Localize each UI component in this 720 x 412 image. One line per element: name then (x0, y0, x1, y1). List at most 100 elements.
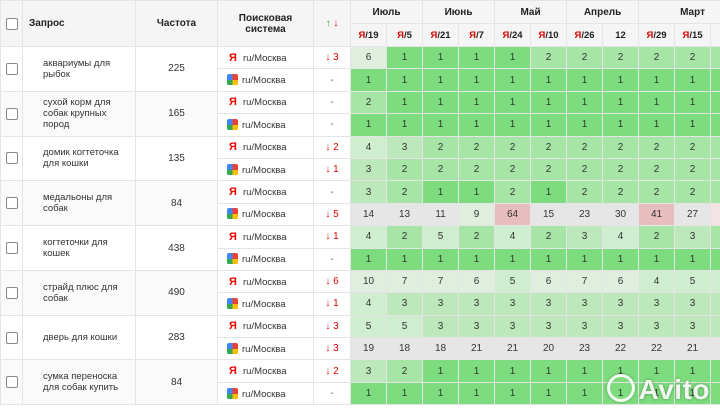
position-value: 2 (566, 157, 604, 182)
frequency-header[interactable]: Частота (135, 0, 218, 47)
update-date-header[interactable]: Я/7 (458, 23, 496, 47)
region-label: ru/Москва (243, 276, 287, 288)
region-label: ru/Москва (242, 254, 286, 266)
position-value: 6 (350, 45, 387, 70)
update-label: /5 (403, 29, 412, 41)
row-checkbox[interactable] (5, 152, 18, 165)
position-value: 1 (674, 359, 712, 383)
position-value: 2 (385, 225, 424, 249)
row-checkbox[interactable] (5, 286, 18, 299)
row-checkbox-cell (0, 135, 23, 182)
position-change: - (313, 381, 351, 406)
google-icon (227, 163, 238, 175)
row-checkbox[interactable] (5, 107, 18, 120)
position-value: 3 (422, 314, 460, 339)
query-cell: аквариумы для рыбок (22, 46, 136, 92)
position-value: 1 (458, 45, 496, 70)
position-value: 21 (494, 337, 532, 361)
position-value: 1 (566, 68, 604, 92)
position-value: 18 (422, 337, 460, 361)
position-value: 3 (566, 292, 604, 316)
update-engine-mark: Я (646, 29, 654, 41)
position-value: 1 (385, 45, 424, 70)
yandex-icon: Я (229, 186, 237, 199)
position-value: 1 (350, 113, 387, 137)
row-checkbox[interactable] (5, 62, 18, 75)
position-value: 2 (602, 180, 640, 204)
update-engine-mark: Я (538, 29, 546, 41)
position-value: 3 (638, 314, 676, 339)
position-value: 2 (458, 225, 496, 249)
position-value: 21 (674, 337, 712, 361)
position-value: 2 (638, 45, 676, 70)
position-value: 2 (385, 157, 424, 182)
region-label: ru/Москва (242, 343, 286, 355)
engine-header[interactable]: Поисковая система (217, 0, 314, 47)
position-value: 1 (530, 359, 568, 383)
frequency-cell: 165 (135, 90, 218, 137)
position-value: 1 (638, 113, 676, 137)
position-value: 41 (638, 202, 676, 227)
update-engine-mark: Я (682, 29, 690, 41)
update-date-header[interactable]: Я/19 (350, 23, 387, 47)
update-date-header[interactable]: Я/29 (638, 23, 676, 47)
update-date-header[interactable]: Я/1 (710, 23, 720, 47)
yandex-icon: Я (229, 365, 237, 378)
region-label: ru/Москва (242, 164, 286, 176)
update-date-header[interactable]: 12 (602, 23, 640, 47)
engine-cell: ru/Москва (217, 157, 314, 182)
avito-logo-icon (606, 374, 635, 402)
engine-cell: ru/Москва (217, 202, 314, 227)
select-all-checkbox[interactable] (5, 17, 18, 30)
update-date-header[interactable]: Я/10 (530, 23, 568, 47)
frequency-cell: 490 (135, 269, 218, 316)
position-value: 6 (530, 269, 568, 294)
update-date-header[interactable]: Я/24 (494, 23, 532, 47)
update-date-header[interactable]: Я/26 (566, 23, 604, 47)
position-value: 4 (638, 269, 676, 294)
position-value: 2 (566, 180, 604, 204)
position-value: 3 (458, 314, 496, 339)
row-checkbox[interactable] (5, 197, 18, 210)
position-value: 9 (458, 202, 496, 227)
position-value: 2 (602, 135, 640, 159)
update-date-header[interactable]: Я/15 (674, 23, 712, 47)
position-value: 1 (530, 180, 568, 204)
position-value: 6 (602, 269, 640, 294)
position-value: 1 (566, 90, 604, 115)
update-date-header[interactable]: Я/5 (385, 23, 424, 47)
position-value: 2 (494, 157, 532, 182)
position-value: 1 (458, 90, 496, 115)
month-header: Май (494, 0, 568, 24)
position-value: 1 (385, 90, 424, 115)
yandex-icon: Я (229, 96, 237, 109)
position-value: 1 (566, 113, 604, 137)
row-checkbox[interactable] (5, 242, 18, 255)
update-date-header[interactable]: Я/21 (422, 23, 460, 47)
position-value: 3 (350, 157, 387, 182)
region-label: ru/Москва (243, 321, 287, 333)
position-value: 2 (674, 45, 712, 70)
change-header[interactable]: ↑ ↓ (313, 0, 351, 47)
position-value: 1 (602, 113, 640, 137)
query-cell: сумка переноска для собак купить (22, 359, 136, 406)
position-value: 1 (566, 381, 604, 406)
position-value: 7 (385, 269, 424, 294)
row-checkbox[interactable] (5, 331, 18, 344)
position-value: 20 (530, 337, 568, 361)
table-row: ru/Москва-11111111111 (1, 247, 720, 271)
position-value: 1 (674, 68, 712, 92)
position-value: 2 (530, 157, 568, 182)
position-value: 1 (710, 68, 720, 92)
position-value: 2 (385, 359, 424, 383)
position-value: 3 (350, 180, 387, 204)
row-checkbox[interactable] (5, 376, 18, 389)
position-value: 21 (458, 337, 496, 361)
position-value: 2 (638, 157, 676, 182)
query-header[interactable]: Запрос (22, 0, 136, 47)
